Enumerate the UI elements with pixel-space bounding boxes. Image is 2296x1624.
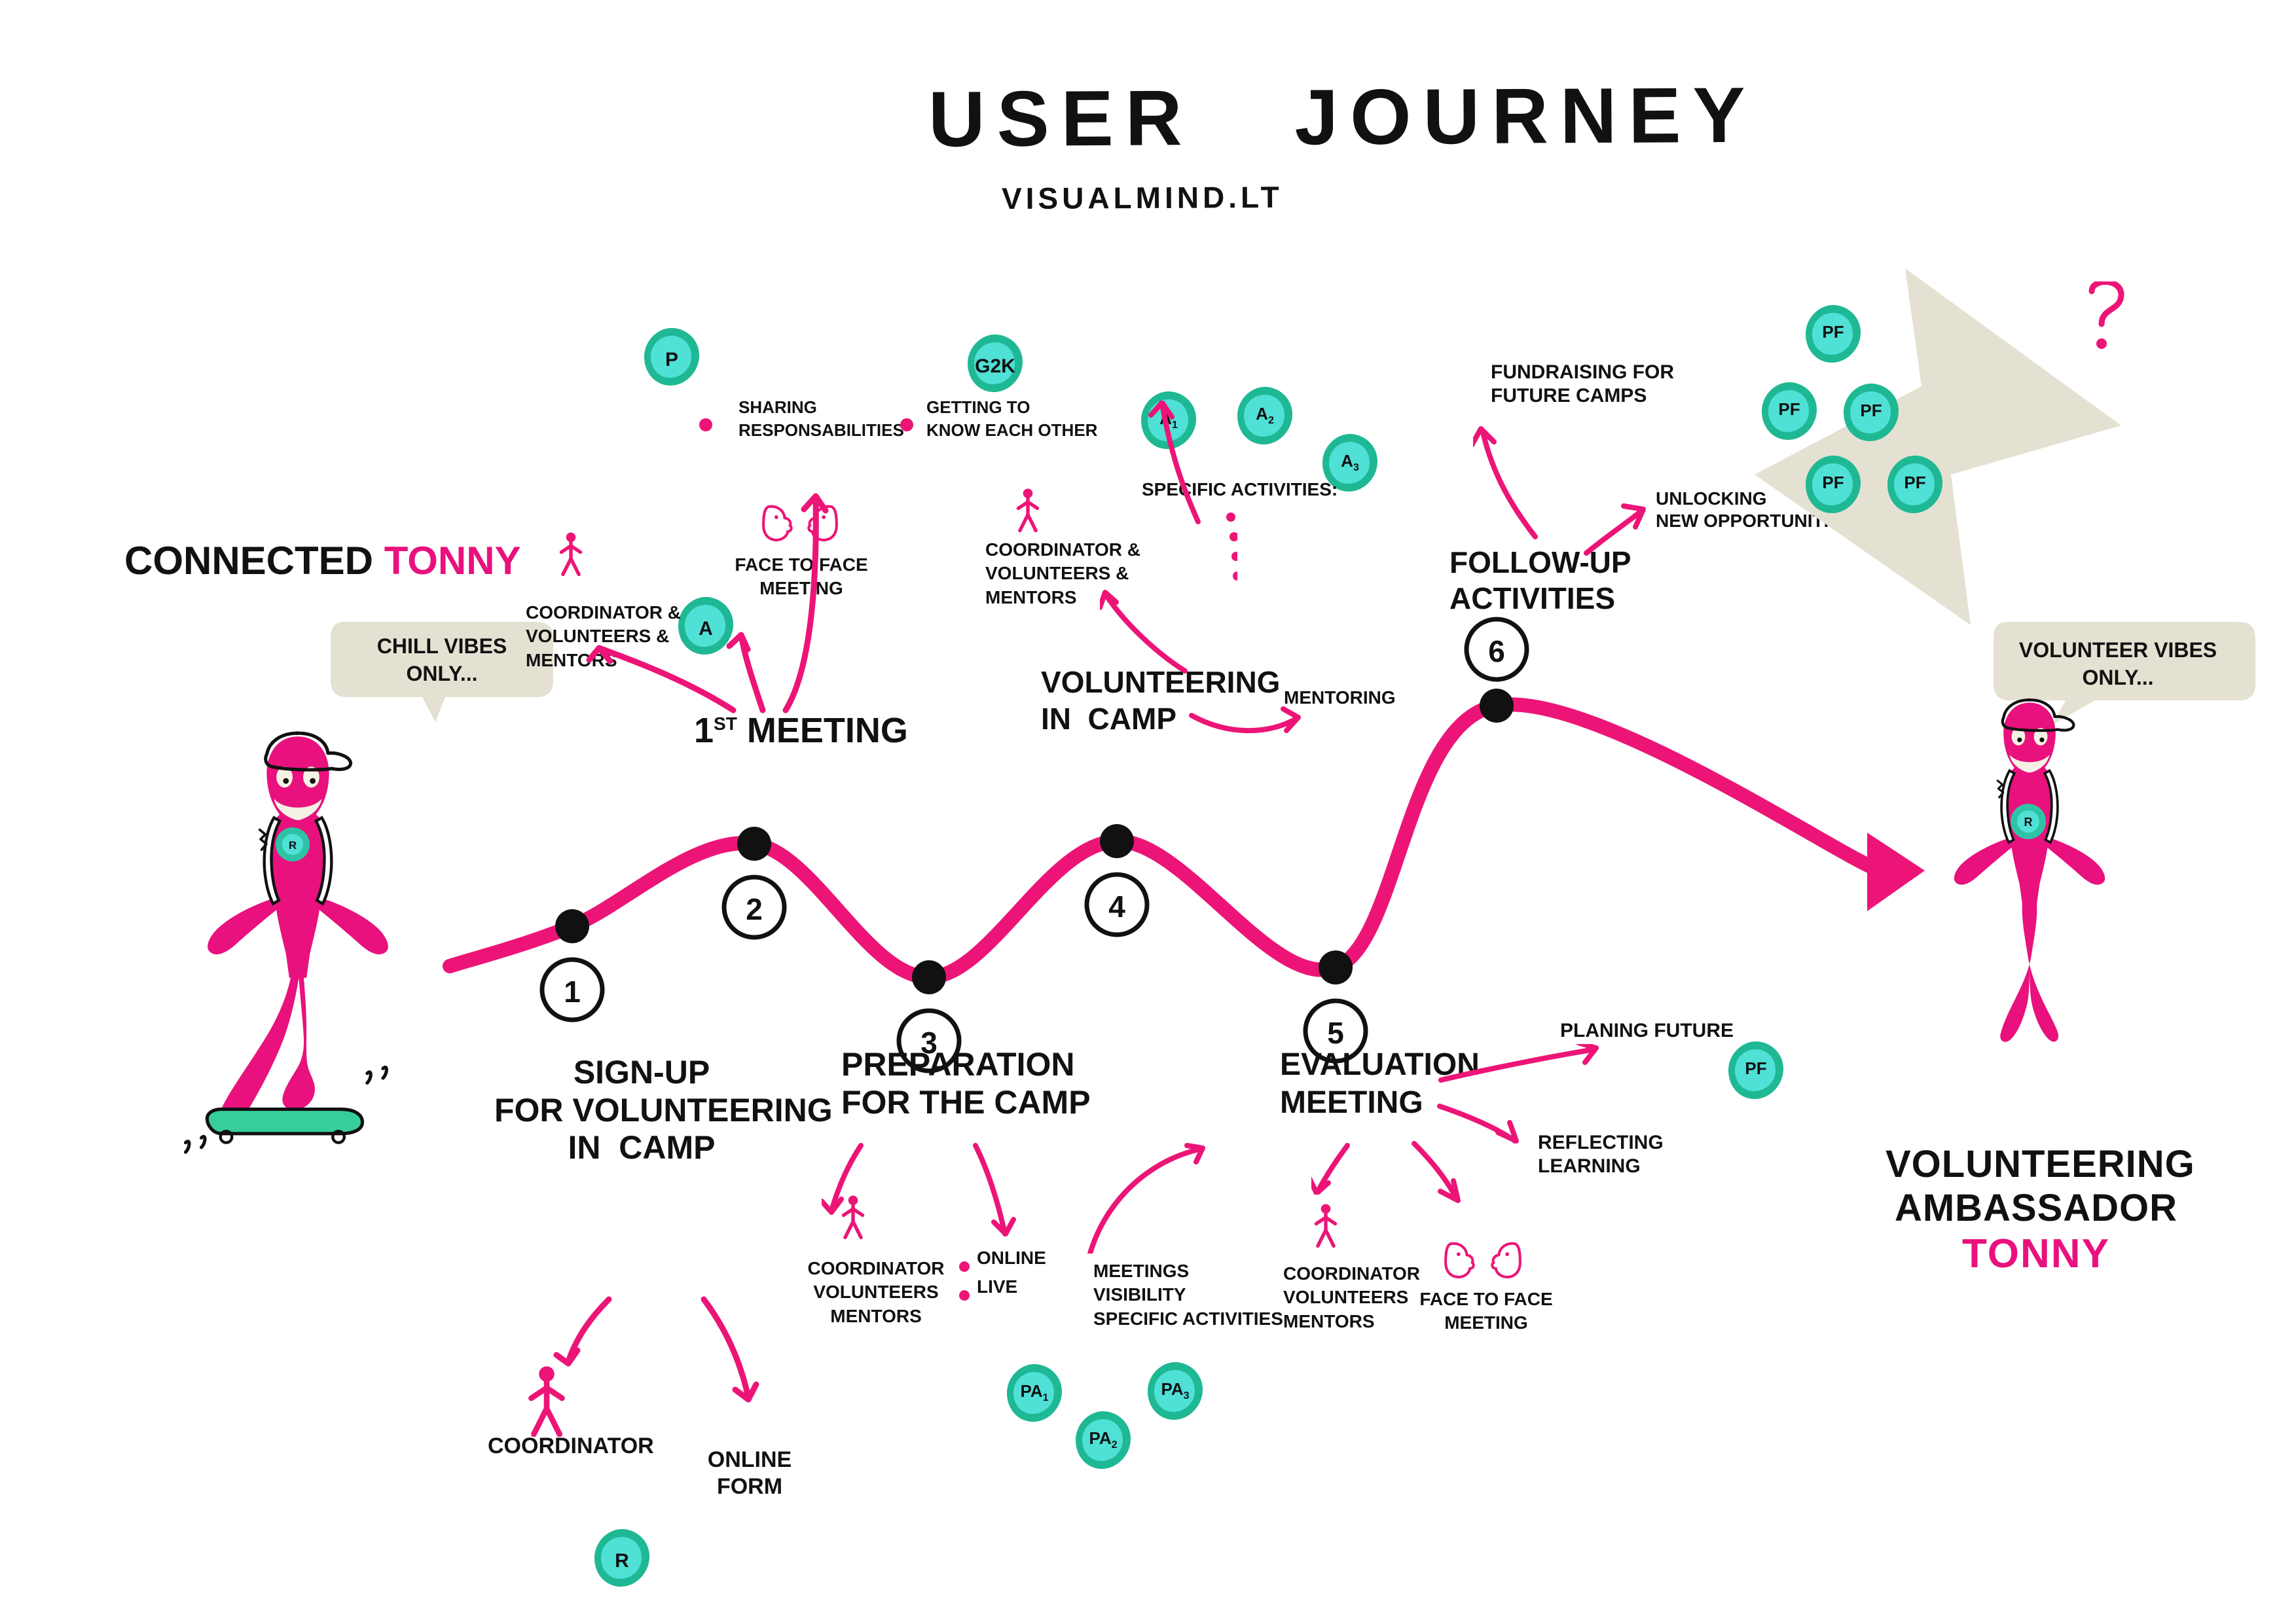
svg-text:R: R xyxy=(289,839,297,852)
svg-text:6: 6 xyxy=(1488,634,1505,668)
svg-text:4: 4 xyxy=(1108,890,1125,924)
svg-text:R: R xyxy=(2024,816,2033,829)
svg-text:1: 1 xyxy=(564,975,581,1009)
svg-text:2: 2 xyxy=(746,892,763,926)
svg-text:5: 5 xyxy=(1327,1016,1344,1050)
svg-text:3: 3 xyxy=(920,1026,938,1060)
